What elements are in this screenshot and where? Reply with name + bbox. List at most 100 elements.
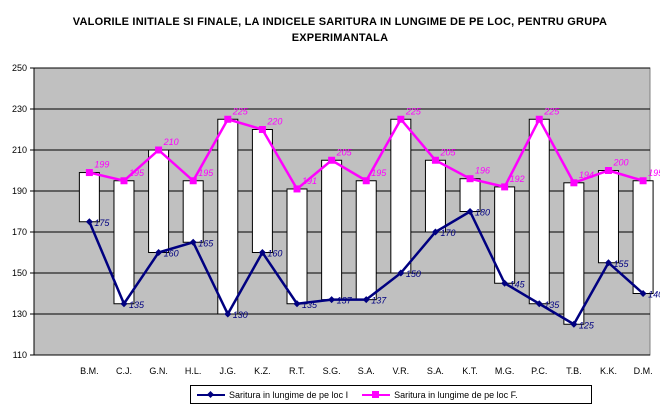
chart-svg: 110 130 150 170 190 210 230 250 B.M. C.J. G.N. H.L.… bbox=[12, 63, 660, 376]
data-point-series-2 bbox=[397, 115, 405, 123]
x-tick-label: S.A. bbox=[358, 366, 375, 376]
y-tick-label-210: 210 bbox=[12, 145, 27, 155]
x-tick-label: P.C. bbox=[531, 366, 547, 376]
data-label-series-1: 125 bbox=[579, 320, 595, 330]
y-tick-label-230: 230 bbox=[12, 104, 27, 114]
data-point-series-2 bbox=[466, 175, 474, 183]
data-label-series-2: 205 bbox=[336, 147, 353, 157]
data-label-series-1: 160 bbox=[164, 249, 179, 259]
data-point-series-1 bbox=[570, 320, 578, 328]
high-low-bar bbox=[148, 149, 170, 253]
data-label-series-1: 180 bbox=[475, 208, 490, 218]
data-label-series-1: 150 bbox=[406, 269, 421, 279]
data-label-series-2: 195 bbox=[129, 168, 145, 178]
high-low-bar bbox=[286, 188, 308, 305]
data-point-series-2 bbox=[120, 177, 128, 185]
data-point-series-1 bbox=[258, 249, 266, 256]
data-point-series-1 bbox=[85, 218, 93, 226]
data-label-series-1: 155 bbox=[613, 259, 629, 269]
high-low-bar bbox=[424, 159, 446, 233]
x-tick-label: S.A. bbox=[427, 366, 444, 376]
data-point-series-1 bbox=[501, 279, 509, 287]
data-point-series-1 bbox=[431, 228, 439, 236]
data-point-series-2 bbox=[224, 115, 232, 123]
data-label-series-2: 225 bbox=[405, 106, 422, 116]
high-low-bar bbox=[597, 170, 619, 264]
data-point-series-2 bbox=[639, 177, 647, 185]
x-tick-label: M.G. bbox=[495, 366, 515, 376]
chart-title: VALORILE INITIALE SI FINALE, LA INDICELE… bbox=[40, 14, 640, 46]
data-label-series-1: 140 bbox=[648, 290, 660, 300]
data-label-series-1: 170 bbox=[440, 228, 455, 238]
data-label-series-1: 135 bbox=[302, 300, 318, 310]
data-label-series-1: 175 bbox=[94, 218, 110, 228]
data-label-series-2: 196 bbox=[475, 166, 490, 176]
x-tick-label: K.K. bbox=[600, 366, 617, 376]
high-low-bar bbox=[528, 118, 550, 305]
data-label-series-2: 194 bbox=[579, 170, 594, 180]
data-point-series-1 bbox=[535, 300, 543, 308]
data-label-series-2: 210 bbox=[163, 137, 179, 147]
data-label-series-2: 192 bbox=[510, 174, 525, 184]
x-tick-label: C.J. bbox=[116, 366, 132, 376]
chart-title-line1: VALORILE INITIALE SI FINALE, LA INDICELE… bbox=[72, 16, 608, 28]
high-low-bar bbox=[390, 118, 412, 274]
x-tick-label: H.L. bbox=[185, 366, 202, 376]
legend-item-series-2: Saritura in lungime de pe loc F. bbox=[362, 390, 518, 400]
x-tick-label: B.M. bbox=[80, 366, 99, 376]
data-point-series-2 bbox=[604, 167, 612, 174]
data-label-series-1: 165 bbox=[198, 238, 214, 248]
y-tick-label-190: 190 bbox=[12, 186, 27, 196]
data-point-series-2 bbox=[155, 146, 163, 154]
data-point-series-1 bbox=[293, 300, 301, 308]
data-point-series-1 bbox=[189, 238, 197, 246]
chart-title-line2: EXPERIMANTALA bbox=[291, 32, 389, 44]
data-point-series-1 bbox=[224, 310, 232, 318]
data-label-series-1: 137 bbox=[371, 296, 387, 306]
data-label-series-2: 199 bbox=[94, 160, 109, 170]
data-label-series-2: 200 bbox=[612, 158, 628, 168]
y-tick-label-130: 130 bbox=[12, 309, 27, 319]
data-point-series-1 bbox=[639, 290, 647, 297]
legend-item-series-1: Saritura in lungime de pe loc I bbox=[197, 390, 348, 400]
y-tick-label-150: 150 bbox=[12, 268, 27, 278]
data-label-series-1: 135 bbox=[129, 300, 145, 310]
data-label-series-2: 191 bbox=[302, 176, 317, 186]
data-point-series-1 bbox=[604, 259, 612, 267]
data-label-series-2: 195 bbox=[198, 168, 214, 178]
high-low-bar bbox=[321, 159, 343, 301]
data-label-series-1: 130 bbox=[233, 310, 248, 320]
data-point-series-2 bbox=[362, 177, 370, 185]
x-tick-label: V.R. bbox=[392, 366, 409, 376]
legend-label-series-2: Saritura in lungime de pe loc F. bbox=[394, 389, 518, 400]
data-label-series-1: 137 bbox=[337, 296, 353, 306]
data-label-series-2: 225 bbox=[543, 106, 560, 116]
legend-label-series-1: Saritura in lungime de pe loc I bbox=[229, 389, 349, 400]
x-tick-label: R.T. bbox=[289, 366, 305, 376]
data-label-series-2: 195 bbox=[648, 168, 660, 178]
data-label-series-1: 145 bbox=[510, 279, 526, 289]
data-point-series-2 bbox=[570, 179, 578, 187]
data-label-series-1: 135 bbox=[544, 300, 560, 310]
data-point-series-2 bbox=[501, 183, 509, 191]
data-label-series-2: 195 bbox=[371, 168, 387, 178]
data-point-series-1 bbox=[397, 269, 405, 277]
data-point-series-1 bbox=[328, 296, 336, 304]
x-tick-label: D.M. bbox=[634, 366, 653, 376]
chart-legend: Saritura in lungime de pe loc I Saritura… bbox=[190, 385, 592, 404]
x-tick-label: K.T. bbox=[462, 366, 478, 376]
high-low-bar bbox=[632, 180, 654, 294]
y-tick-label-250: 250 bbox=[12, 63, 27, 73]
high-low-bar bbox=[355, 180, 377, 301]
legend-swatch-series-1 bbox=[197, 390, 225, 400]
data-point-series-2 bbox=[189, 177, 197, 185]
data-point-series-1 bbox=[466, 208, 474, 215]
data-point-series-2 bbox=[293, 185, 301, 193]
data-point-series-2 bbox=[535, 115, 543, 123]
data-point-series-2 bbox=[431, 156, 439, 164]
high-low-bar bbox=[78, 172, 100, 223]
legend-swatch-series-2 bbox=[362, 390, 391, 400]
data-label-series-2: 220 bbox=[266, 117, 282, 127]
high-low-bar bbox=[251, 129, 273, 253]
x-tick-label: T.B. bbox=[566, 366, 582, 376]
